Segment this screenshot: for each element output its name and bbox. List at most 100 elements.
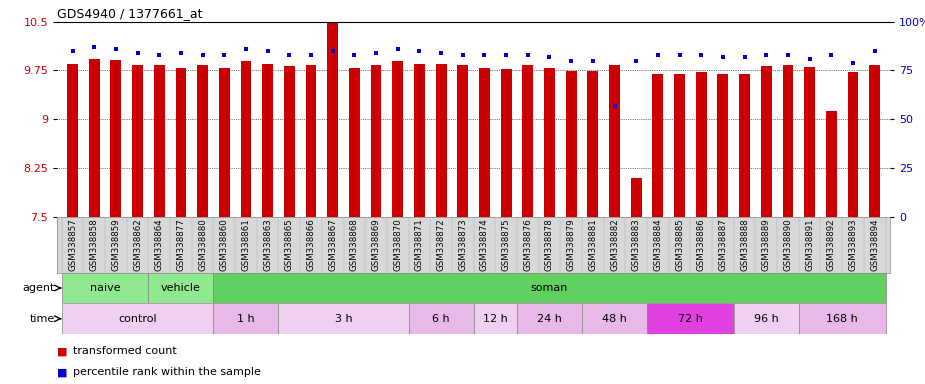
Text: GSM338892: GSM338892 — [827, 218, 836, 271]
Bar — [826, 111, 837, 217]
Bar — [847, 72, 858, 217]
Point — [542, 54, 557, 60]
Point — [781, 52, 796, 58]
Text: GSM338866: GSM338866 — [306, 218, 315, 271]
Bar — [718, 74, 728, 217]
Bar — [89, 59, 100, 217]
Text: 96 h: 96 h — [754, 314, 779, 324]
Bar — [62, 303, 214, 334]
Text: GSM338876: GSM338876 — [524, 218, 532, 271]
Bar — [240, 61, 252, 217]
Point — [390, 46, 405, 52]
Point — [195, 52, 210, 58]
Text: GDS4940 / 1377661_at: GDS4940 / 1377661_at — [57, 7, 203, 20]
Text: 168 h: 168 h — [826, 314, 858, 324]
Bar — [214, 273, 885, 303]
Bar — [68, 64, 78, 217]
Bar — [219, 68, 229, 217]
Bar — [804, 67, 815, 217]
Bar — [566, 71, 576, 217]
Point — [239, 46, 253, 52]
Text: GSM338884: GSM338884 — [653, 218, 662, 271]
Text: GSM338894: GSM338894 — [870, 218, 879, 271]
Bar — [148, 273, 214, 303]
Bar — [262, 64, 273, 217]
Point — [694, 52, 709, 58]
Bar — [870, 65, 880, 217]
Text: GSM338893: GSM338893 — [848, 218, 857, 271]
Point — [629, 58, 644, 64]
Text: ■: ■ — [57, 346, 68, 356]
Point — [434, 50, 449, 56]
Text: transformed count: transformed count — [73, 346, 177, 356]
Text: GSM338857: GSM338857 — [68, 218, 77, 271]
Text: 1 h: 1 h — [237, 314, 254, 324]
Bar — [544, 68, 555, 217]
Point — [802, 56, 817, 62]
Text: agent: agent — [22, 283, 55, 293]
Point — [521, 52, 536, 58]
Text: GSM338880: GSM338880 — [198, 218, 207, 271]
Text: GSM338888: GSM338888 — [740, 218, 749, 271]
Text: control: control — [118, 314, 157, 324]
Text: GSM338874: GSM338874 — [480, 218, 489, 271]
Bar — [582, 303, 647, 334]
Text: GSM338889: GSM338889 — [762, 218, 771, 271]
Bar — [392, 61, 403, 217]
Text: GSM338886: GSM338886 — [697, 218, 706, 271]
Bar — [587, 71, 598, 217]
Bar — [349, 68, 360, 217]
Text: percentile rank within the sample: percentile rank within the sample — [73, 367, 261, 377]
Point — [65, 48, 80, 54]
Bar — [734, 303, 799, 334]
Bar — [739, 74, 750, 217]
Bar — [457, 65, 468, 217]
Text: time: time — [30, 314, 55, 324]
Text: 72 h: 72 h — [678, 314, 703, 324]
Bar — [197, 65, 208, 217]
Text: GSM338881: GSM338881 — [588, 218, 598, 271]
Text: 48 h: 48 h — [602, 314, 627, 324]
Bar — [409, 303, 474, 334]
Bar — [652, 74, 663, 217]
Text: GSM338868: GSM338868 — [350, 218, 359, 271]
Bar — [761, 66, 771, 217]
Text: GSM338875: GSM338875 — [501, 218, 511, 271]
Bar — [284, 66, 295, 217]
Point — [87, 44, 102, 50]
Text: 12 h: 12 h — [483, 314, 508, 324]
Text: GSM338879: GSM338879 — [567, 218, 575, 271]
Point — [737, 54, 752, 60]
Text: naive: naive — [90, 283, 120, 293]
Point — [108, 46, 123, 52]
Text: GSM338890: GSM338890 — [783, 218, 793, 271]
Text: GSM338883: GSM338883 — [632, 218, 641, 271]
Text: GSM338860: GSM338860 — [220, 218, 228, 271]
Point — [672, 52, 687, 58]
Point — [152, 52, 166, 58]
Bar — [110, 60, 121, 217]
Bar — [278, 303, 409, 334]
Point — [326, 48, 340, 54]
Point — [499, 52, 513, 58]
Bar — [631, 178, 642, 217]
Text: GSM338863: GSM338863 — [263, 218, 272, 271]
Point — [260, 48, 275, 54]
Text: GSM338864: GSM338864 — [154, 218, 164, 271]
Bar — [371, 65, 381, 217]
Text: GSM338871: GSM338871 — [415, 218, 424, 271]
Point — [586, 58, 600, 64]
Text: GSM338870: GSM338870 — [393, 218, 402, 271]
Text: GSM338872: GSM338872 — [437, 218, 446, 271]
Bar — [696, 72, 707, 217]
Bar — [62, 273, 148, 303]
Point — [282, 52, 297, 58]
Text: soman: soman — [531, 283, 568, 293]
Text: GSM338869: GSM338869 — [372, 218, 380, 271]
Text: vehicle: vehicle — [161, 283, 201, 293]
Text: GSM338873: GSM338873 — [458, 218, 467, 271]
Bar — [609, 65, 620, 217]
Text: GSM338861: GSM338861 — [241, 218, 251, 271]
Point — [369, 50, 384, 56]
Point — [868, 48, 882, 54]
